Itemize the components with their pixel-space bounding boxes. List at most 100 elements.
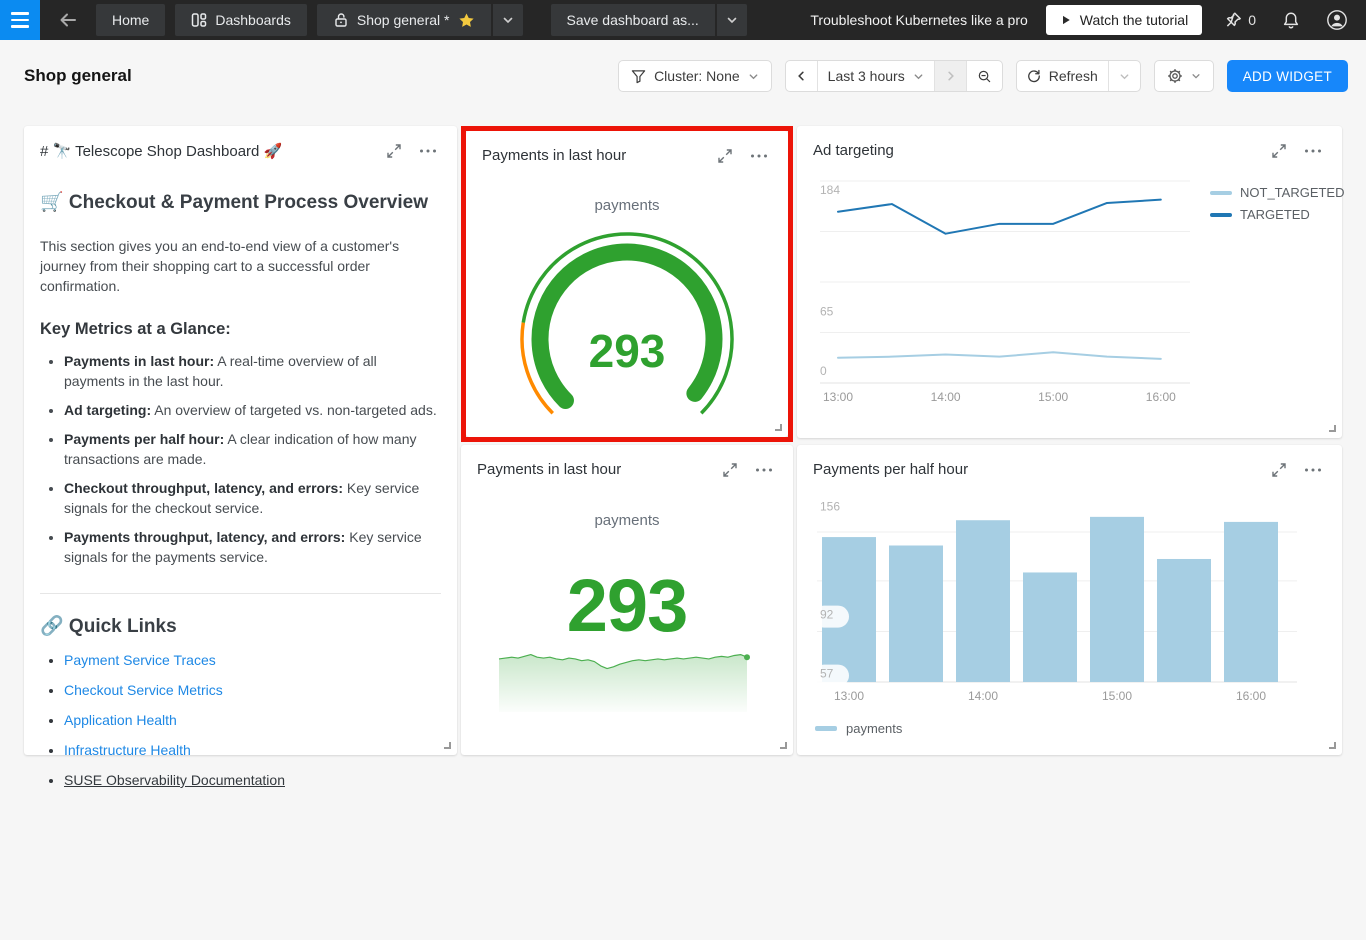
link-infrastructure-health[interactable]: Infrastructure Health (64, 742, 191, 758)
back-button[interactable] (50, 4, 86, 36)
time-back-button[interactable] (786, 61, 818, 91)
unlock-icon (335, 13, 347, 27)
svg-text:156: 156 (820, 500, 840, 514)
expand-widget-icon[interactable] (385, 142, 403, 163)
arrow-left-icon (60, 13, 76, 27)
svg-text:57: 57 (820, 667, 834, 681)
metric-value: 293 (566, 564, 688, 647)
svg-text:184: 184 (820, 183, 840, 197)
svg-text:15:00: 15:00 (1102, 689, 1132, 703)
metrics-list: Payments in last hour: A real-time overv… (64, 351, 441, 567)
zoom-out-time-button[interactable] (967, 61, 1002, 91)
divider (40, 593, 441, 594)
gear-icon (1167, 69, 1182, 83)
resize-handle[interactable] (444, 742, 451, 749)
refresh-interval-dropdown[interactable] (1109, 61, 1140, 91)
dashboards-icon (192, 13, 207, 27)
resize-handle[interactable] (775, 424, 782, 431)
ad-targeting-chart: 184 65 0 13:00 14:00 15:00 16:00 (820, 180, 1190, 404)
widget-markdown-notes: # 🔭 Telescope Shop Dashboard 🚀 🛒 Checkou… (24, 126, 457, 788)
time-forward-button[interactable] (934, 61, 967, 91)
resize-handle[interactable] (1329, 742, 1336, 749)
svg-text:0: 0 (820, 364, 827, 378)
legend-swatch (1210, 190, 1232, 195)
widget-menu-icon[interactable] (748, 145, 770, 164)
chevron-down-icon (727, 17, 737, 24)
hamburger-icon (11, 12, 29, 15)
chevron-down-icon (503, 17, 512, 24)
notifications-button[interactable] (1278, 7, 1304, 34)
list-item: Application Health (64, 712, 441, 728)
cluster-filter-button[interactable]: Cluster: None (618, 60, 772, 92)
link-payment-service-traces[interactable]: Payment Service Traces (64, 652, 216, 668)
legend-swatch (1210, 212, 1232, 217)
dashboard-tab-dropdown[interactable] (492, 4, 523, 36)
chevron-down-icon (914, 73, 923, 79)
markdown-intro: This section gives you an end-to-end vie… (40, 238, 400, 294)
zoom-out-icon (978, 70, 991, 82)
widget-title: Payments in last hour (482, 147, 627, 164)
quick-links-list: Payment Service Traces Checkout Service … (64, 652, 441, 788)
expand-widget-icon[interactable] (716, 147, 734, 168)
chevron-down-icon (1120, 73, 1129, 79)
widget-payments-per-half-hour: Payments per half hour 156 92 57 13:00 14:00… (797, 445, 1342, 755)
nav-tab-home-label: Home (112, 12, 150, 28)
widget-title: # 🔭 Telescope Shop Dashboard 🚀 (40, 143, 283, 160)
metric-label: payments (594, 512, 660, 529)
legend-item-not-targeted[interactable]: NOT_TARGETED (1210, 185, 1345, 200)
widget-menu-icon[interactable] (417, 140, 439, 159)
top-navbar: Home Dashboards Shop general * Save dash… (0, 0, 1366, 40)
widget-menu-icon[interactable] (753, 459, 775, 478)
refresh-icon (1027, 69, 1040, 83)
svg-text:92: 92 (820, 608, 834, 622)
filter-icon (631, 69, 646, 83)
legend-label: TARGETED (1240, 207, 1310, 222)
widget-ad-targeting: Ad targeting 184 65 0 13:00 14:00 15:00 16:00 … (797, 126, 1345, 438)
refresh-button[interactable]: Refresh (1017, 61, 1109, 91)
expand-widget-icon[interactable] (721, 461, 739, 482)
legend-item-payments[interactable]: payments (815, 721, 902, 736)
save-dashboard-as-button[interactable]: Save dashboard as... (550, 4, 715, 36)
legend-label: payments (846, 721, 903, 736)
svg-text:16:00: 16:00 (1146, 390, 1176, 404)
chevron-down-icon (749, 73, 758, 79)
add-widget-button[interactable]: ADD WIDGET (1226, 60, 1348, 92)
link-checkout-service-metrics[interactable]: Checkout Service Metrics (64, 682, 223, 698)
link-suse-observability-docs[interactable]: SUSE Observability Documentation (64, 772, 285, 788)
user-avatar-button[interactable] (1322, 5, 1352, 35)
page-title: Shop general (24, 66, 132, 85)
svg-text:65: 65 (820, 305, 834, 319)
widget-title: Ad targeting (813, 142, 894, 159)
expand-widget-icon[interactable] (1270, 142, 1288, 163)
save-dashboard-dropdown[interactable] (716, 4, 747, 36)
widget-payments-gauge: Payments in last hour payments 293 (466, 131, 788, 437)
dashboard-settings-button[interactable] (1153, 60, 1214, 92)
watch-tutorial-button[interactable]: Watch the tutorial (1045, 5, 1203, 35)
nav-tab-dashboards[interactable]: Dashboards (175, 4, 307, 36)
resize-handle[interactable] (1329, 425, 1336, 432)
nav-tab-dashboards-label: Dashboards (215, 12, 291, 28)
time-range-button[interactable]: Last 3 hours (818, 61, 935, 91)
widget-menu-icon[interactable] (1302, 459, 1324, 478)
list-item: SUSE Observability Documentation (64, 772, 441, 788)
play-icon (1062, 15, 1070, 25)
time-range-label: Last 3 hours (827, 68, 905, 84)
legend-label: NOT_TARGETED (1240, 185, 1345, 200)
legend-item-targeted[interactable]: TARGETED (1210, 207, 1345, 222)
nav-tab-current-dashboard[interactable]: Shop general * (316, 4, 491, 36)
refresh-group: Refresh (1015, 60, 1141, 92)
resize-handle[interactable] (780, 742, 787, 749)
bell-icon (1283, 12, 1299, 28)
chart-legend: NOT_TARGETED TARGETED (1210, 185, 1345, 222)
star-icon[interactable] (458, 12, 475, 29)
link-application-health[interactable]: Application Health (64, 712, 177, 728)
expand-widget-icon[interactable] (1270, 461, 1288, 482)
menu-hamburger-button[interactable] (0, 0, 40, 40)
nav-tab-home[interactable]: Home (96, 4, 166, 36)
refresh-label: Refresh (1048, 68, 1098, 84)
payments-gauge-chart: 293 (520, 232, 734, 415)
list-item: Payments per half hour: A clear indicati… (64, 429, 441, 469)
pinned-items-button[interactable]: 0 (1220, 7, 1260, 33)
widget-menu-icon[interactable] (1302, 140, 1324, 159)
